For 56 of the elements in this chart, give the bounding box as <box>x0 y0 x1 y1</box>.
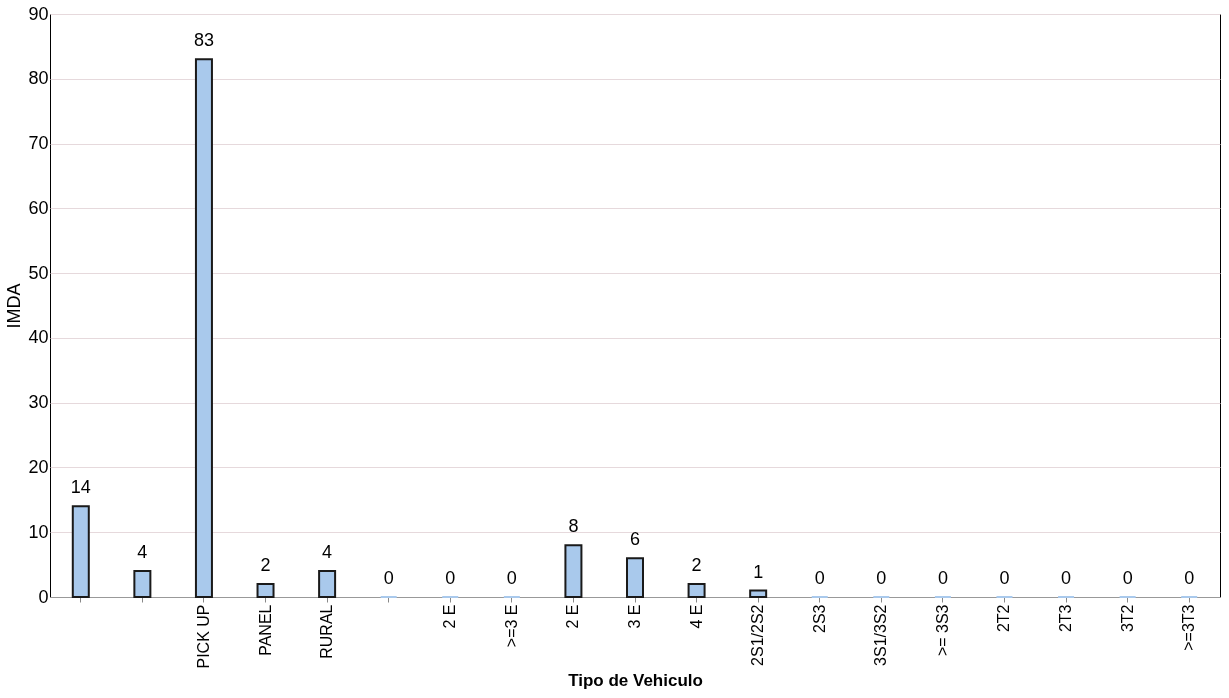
bar <box>564 544 583 598</box>
x-tick-label: >= 3S3 <box>933 604 951 657</box>
data-label: 6 <box>629 529 641 550</box>
x-tick-label: >=3T3 <box>1180 604 1198 651</box>
bar <box>687 583 706 598</box>
data-label: 2 <box>691 555 702 576</box>
x-tick-label: 3T2 <box>1118 604 1136 633</box>
x-tick-label: 3S1/3S2 <box>872 604 890 666</box>
y-tick-label: 20 <box>28 456 49 477</box>
data-label: 0 <box>1122 568 1133 588</box>
data-label: 4 <box>322 542 333 563</box>
x-tick-label: 4 E <box>687 604 705 629</box>
bar <box>133 570 152 598</box>
x-tick-label: 2 E <box>564 604 582 629</box>
bar <box>256 583 275 598</box>
x-tick-label: 2T2 <box>995 604 1013 633</box>
data-label: 2 <box>260 555 271 576</box>
y-tick-label: 10 <box>28 521 49 542</box>
data-label: 0 <box>876 568 887 588</box>
x-tick-label: PICK UP <box>194 604 212 669</box>
x-tick-label: 2S1/2S2 <box>749 604 767 666</box>
x-tick-label: 2S3 <box>810 604 828 633</box>
x-axis-title: Tipo de Vehiculo <box>568 670 703 690</box>
y-tick-label: 90 <box>28 3 49 24</box>
x-tick-label: 2T3 <box>1057 604 1075 633</box>
data-label: 0 <box>1184 568 1195 588</box>
y-tick-label: 50 <box>28 262 49 283</box>
data-label: 83 <box>193 30 214 51</box>
y-tick-label: 60 <box>28 197 49 218</box>
data-label: 0 <box>999 568 1010 588</box>
x-tick-label: PANEL <box>256 604 274 656</box>
y-axis-title: IMDA <box>4 283 25 329</box>
y-tick-label: 80 <box>28 68 49 89</box>
x-tick-label: RURAL <box>318 604 336 659</box>
bar <box>749 589 768 598</box>
bar <box>71 505 90 598</box>
y-tick-label: 0 <box>38 586 49 607</box>
bar <box>318 570 337 598</box>
data-label: 0 <box>1061 568 1072 588</box>
data-label: 14 <box>70 477 91 498</box>
data-label: 0 <box>506 568 517 588</box>
bar <box>626 557 644 598</box>
data-label: 8 <box>568 516 579 537</box>
x-tick-label: 3 E <box>626 604 643 629</box>
data-label: 0 <box>937 568 948 588</box>
data-label: 0 <box>383 568 394 588</box>
y-tick-label: 40 <box>28 327 49 348</box>
data-label: 0 <box>445 568 456 588</box>
y-tick-label: 70 <box>28 133 49 154</box>
bar <box>194 58 213 598</box>
y-tick-label: 30 <box>28 392 49 413</box>
data-label: 1 <box>753 561 764 582</box>
x-tick-label: >=3 E <box>502 604 520 648</box>
data-label: 4 <box>137 542 148 563</box>
data-label: 0 <box>814 568 825 588</box>
x-tick-label: 2 E <box>441 604 459 629</box>
